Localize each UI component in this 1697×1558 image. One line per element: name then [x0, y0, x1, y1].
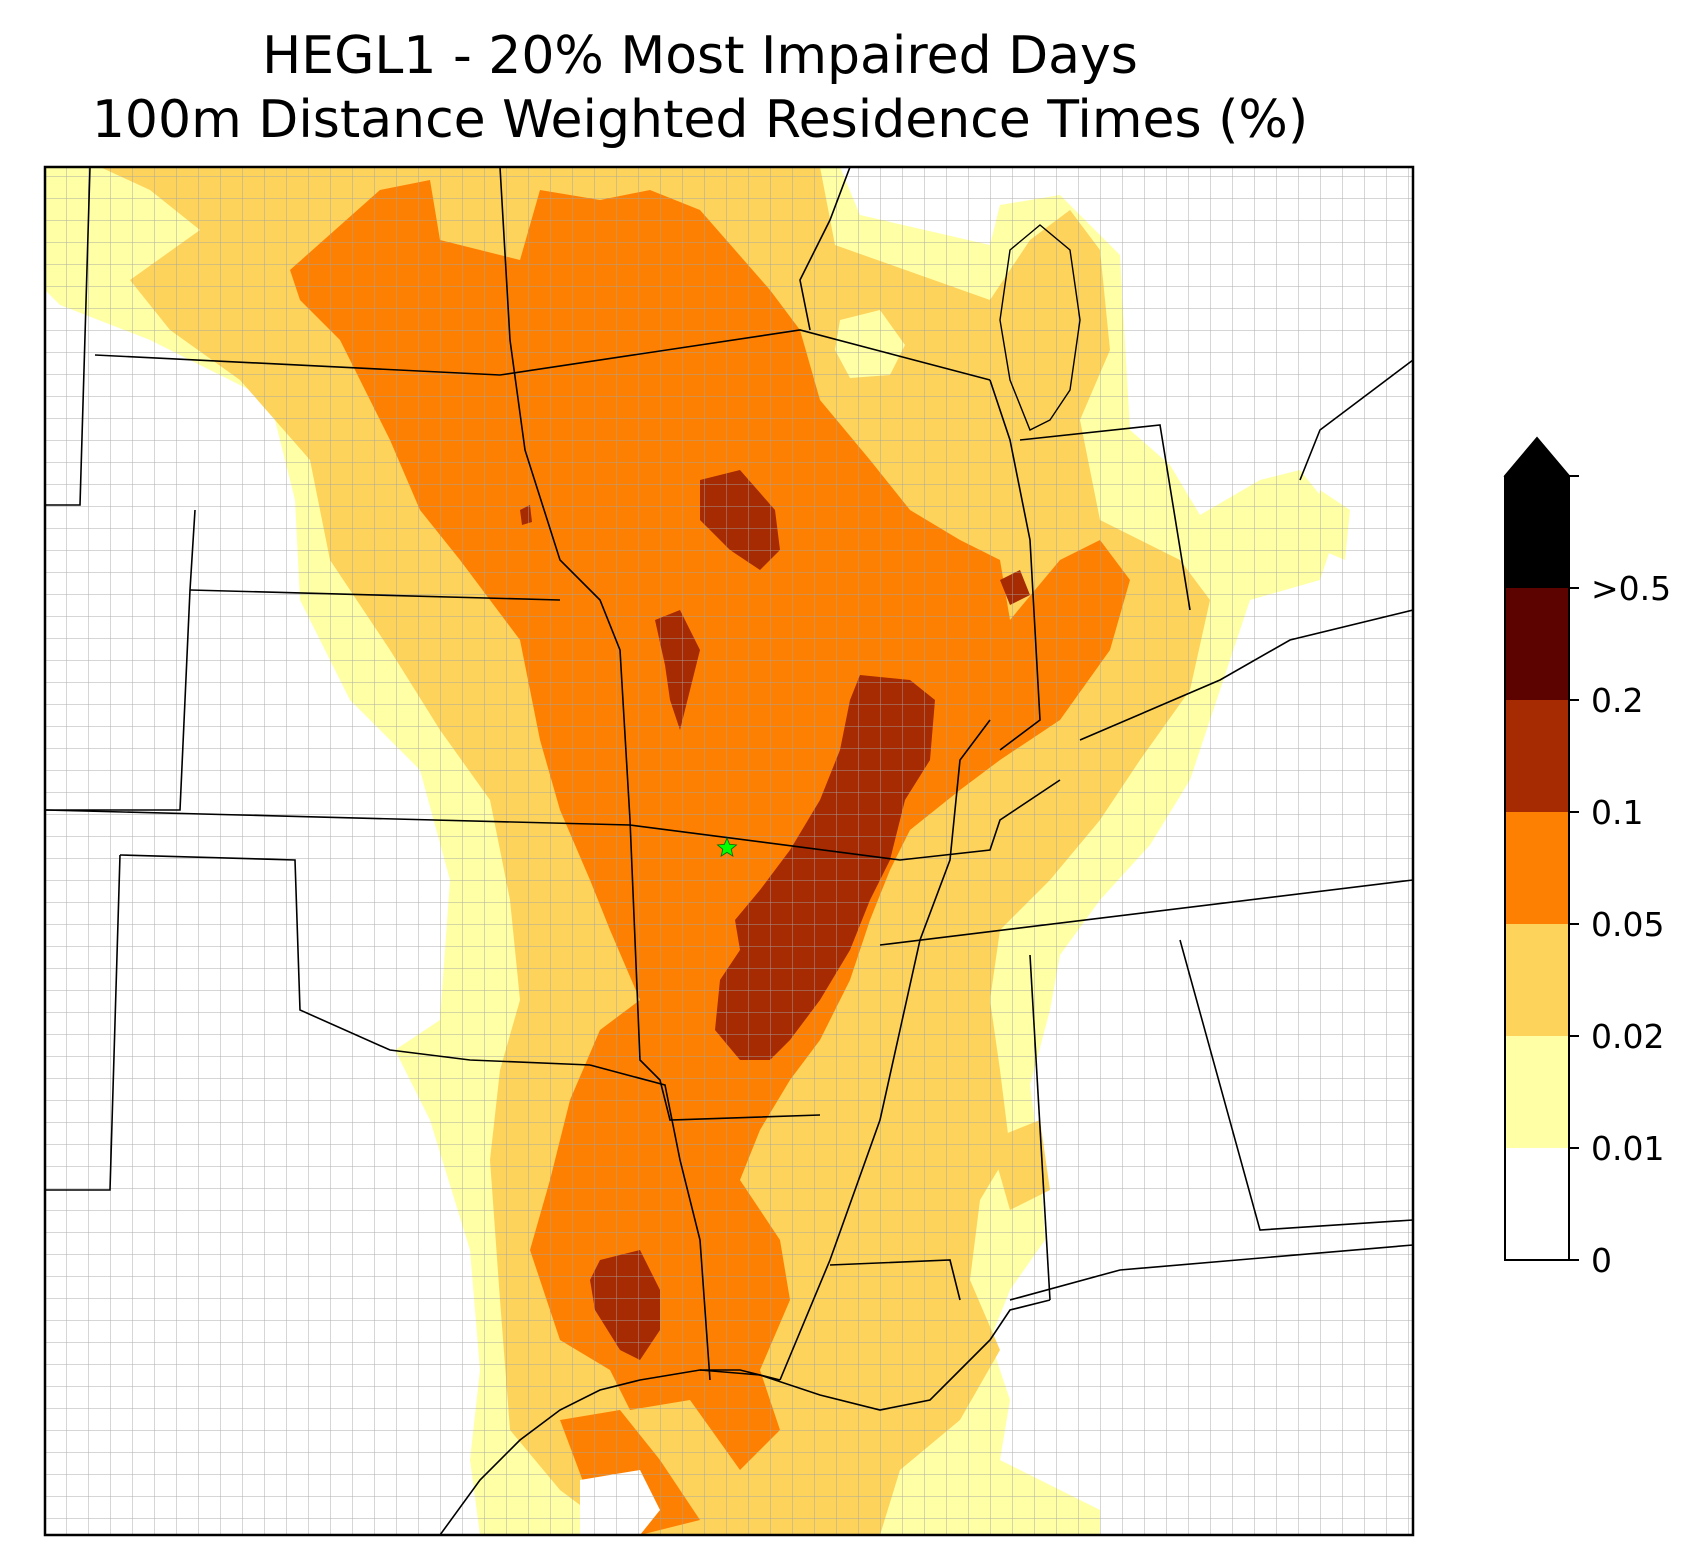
colorbar-cell-0: [1505, 1148, 1569, 1260]
map-title-line-2: 100m Distance Weighted Residence Times (…: [91, 90, 1309, 150]
colorbar-cell-over: [1505, 476, 1569, 588]
state-boundaries: [45, 167, 1413, 1381]
colorbar-tick-label: 0.01: [1591, 1129, 1664, 1168]
colorbar: 0 0.01 0.02 0.05 0.1 0.2 >0.5: [1503, 436, 1671, 1280]
colorbar-tick-label: 0.05: [1591, 905, 1664, 944]
colorbar-cell-1: [1505, 1036, 1569, 1148]
receptor-star-marker: [716, 836, 738, 857]
colorbar-cell-4: [1505, 700, 1569, 812]
colorbar-extend-arrow: [1503, 436, 1571, 477]
colorbar-cell-3: [1505, 812, 1569, 924]
colorbar-cell-5: [1505, 588, 1569, 700]
colorbar-tick-label: 0: [1591, 1241, 1612, 1280]
colorbar-tick-label: 0.2: [1591, 681, 1643, 720]
coastline: [439, 1299, 1051, 1535]
colorbar-cell-2: [1505, 924, 1569, 1036]
map-title-line-1: HEGL1 - 20% Most Impaired Days: [262, 26, 1138, 86]
colorbar-outline: [1504, 436, 1570, 1261]
map-frame: [43, 165, 1415, 1537]
map-panel: [45, 167, 1413, 1535]
colorbar-tick-label: 0.1: [1591, 793, 1643, 832]
colorbar-tick-label: 0.02: [1591, 1017, 1664, 1056]
colorbar-tick-label: >0.5: [1591, 569, 1671, 608]
lake-michigan: [999, 224, 1081, 431]
